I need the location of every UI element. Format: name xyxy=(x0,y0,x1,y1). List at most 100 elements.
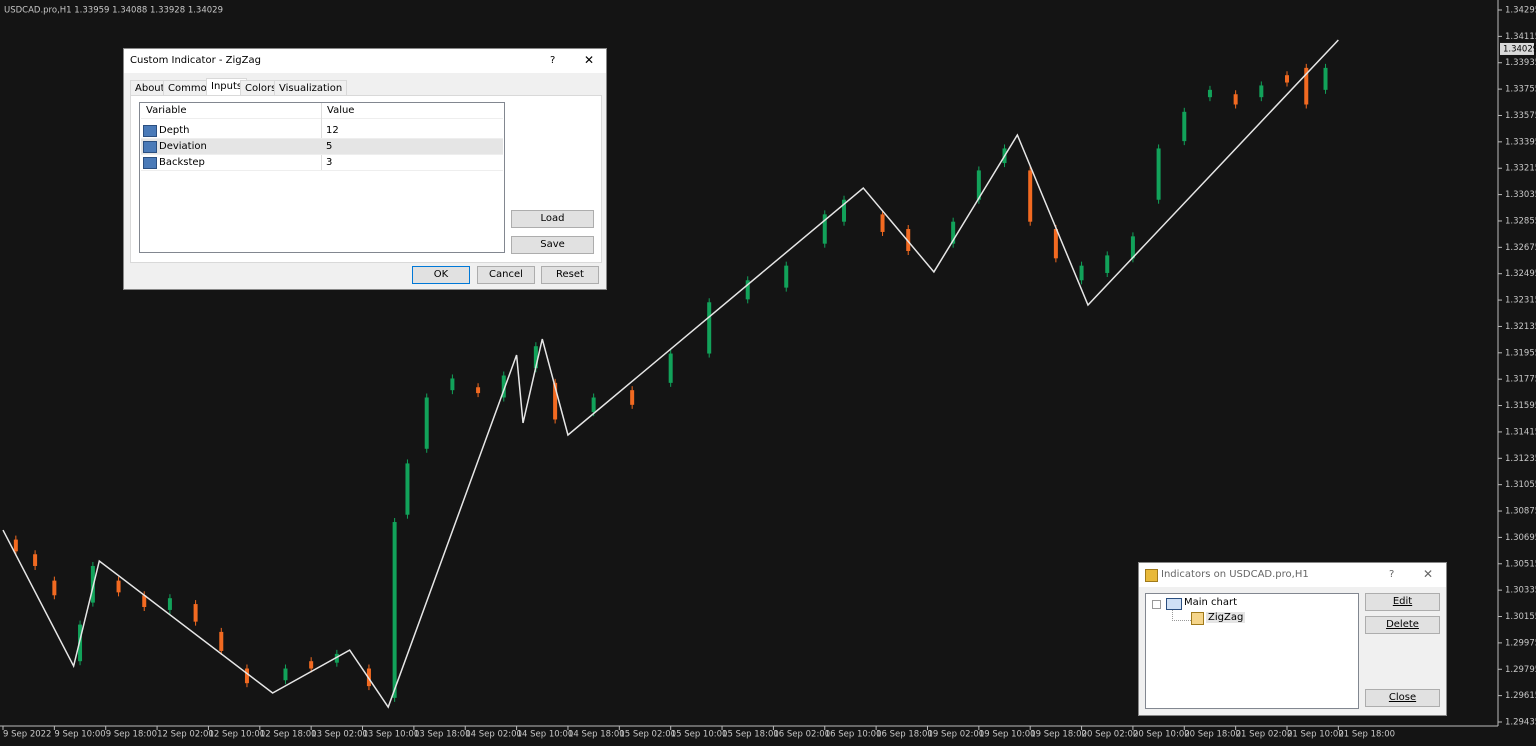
y-tick-label: 1.32135 xyxy=(1505,322,1536,332)
y-tick-label: 1.29615 xyxy=(1505,691,1536,701)
close-button[interactable]: ✕ xyxy=(584,53,594,67)
candle-body xyxy=(245,669,249,684)
x-tick-label: 12 Sep 02:00 xyxy=(157,730,214,740)
x-tick-label: 9 Sep 18:00 xyxy=(106,730,157,740)
y-tick-label: 1.33395 xyxy=(1505,137,1536,147)
tab[interactable]: Visualization xyxy=(274,80,347,96)
y-tick-label: 1.34295 xyxy=(1505,6,1536,16)
y-tick-label: 1.29795 xyxy=(1505,665,1536,675)
x-tick-label: 9 Sep 2022 xyxy=(3,730,51,740)
reset-button[interactable]: Reset xyxy=(541,266,599,284)
close-button[interactable]: ✕ xyxy=(1423,567,1433,581)
candle-body xyxy=(1182,112,1186,141)
x-tick-label: 21 Sep 18:00 xyxy=(1338,730,1395,740)
x-tick-label: 12 Sep 18:00 xyxy=(260,730,317,740)
x-tick-label: 15 Sep 02:00 xyxy=(619,730,676,740)
cell: Backstep xyxy=(159,155,205,170)
candle-body xyxy=(1324,68,1328,90)
table-row[interactable]: Depth 12 xyxy=(141,123,503,139)
y-tick-label: 1.30335 xyxy=(1505,586,1536,596)
param-icon xyxy=(143,125,157,137)
y-tick-label: 1.31595 xyxy=(1505,401,1536,411)
y-tick-label: 1.29435 xyxy=(1505,718,1536,728)
y-tick-label: 1.31235 xyxy=(1505,454,1536,464)
candle-body xyxy=(425,397,429,448)
candle-body xyxy=(881,214,885,232)
candle-body xyxy=(393,522,397,698)
y-tick-label: 1.29975 xyxy=(1505,638,1536,648)
table-header: Variable Value xyxy=(141,103,503,119)
x-tick-label: 14 Sep 10:00 xyxy=(517,730,574,740)
y-tick-label: 1.31955 xyxy=(1505,348,1536,358)
x-tick-label: 15 Sep 18:00 xyxy=(722,730,779,740)
close-window-button[interactable]: Close xyxy=(1365,689,1440,707)
help-button[interactable]: ? xyxy=(550,55,555,66)
param-icon xyxy=(143,141,157,153)
table-row[interactable]: Backstep 3 xyxy=(141,155,503,171)
load-button[interactable]: Load xyxy=(511,210,594,228)
save-button[interactable]: Save xyxy=(511,236,594,254)
candle-body xyxy=(283,669,287,681)
candle-body xyxy=(168,598,172,610)
cell: Depth xyxy=(159,123,189,138)
candle-body xyxy=(14,540,18,552)
indicator-icon xyxy=(1191,612,1204,625)
tab-panel: Variable Value Depth 12 Deviation 5 Back… xyxy=(130,95,602,263)
cancel-button[interactable]: Cancel xyxy=(477,266,535,284)
y-tick-label: 1.30695 xyxy=(1505,533,1536,543)
candle-body xyxy=(1105,255,1109,273)
candle-body xyxy=(1028,170,1032,221)
x-tick-label: 14 Sep 02:00 xyxy=(465,730,522,740)
candle-body xyxy=(52,581,56,596)
y-tick-label: 1.33755 xyxy=(1505,85,1536,95)
candle-body xyxy=(669,354,673,383)
tree-item[interactable]: ZigZag xyxy=(1206,612,1245,623)
x-tick-label: 19 Sep 10:00 xyxy=(979,730,1036,740)
last-price-label: 1.34029 xyxy=(1503,44,1536,54)
indicators-window: Indicators on USDCAD.pro,H1 ? ✕ Main cha… xyxy=(1138,562,1447,716)
y-tick-label: 1.34115 xyxy=(1505,32,1536,42)
y-tick-label: 1.32315 xyxy=(1505,296,1536,306)
candle-body xyxy=(117,581,121,593)
chart-title: USDCAD.pro,H1 1.33959 1.34088 1.33928 1.… xyxy=(4,6,223,16)
x-tick-label: 20 Sep 18:00 xyxy=(1184,730,1241,740)
tree-line xyxy=(1172,610,1191,621)
x-tick-label: 14 Sep 18:00 xyxy=(568,730,625,740)
candle-body xyxy=(592,397,596,412)
candle-body xyxy=(405,463,409,514)
candle-body xyxy=(1285,75,1289,82)
candle-body xyxy=(630,390,634,405)
x-tick-label: 16 Sep 10:00 xyxy=(825,730,882,740)
x-tick-label: 16 Sep 02:00 xyxy=(773,730,830,740)
x-tick-label: 19 Sep 18:00 xyxy=(1030,730,1087,740)
dialog-title: Custom Indicator - ZigZag xyxy=(130,55,261,66)
candle-body xyxy=(450,378,454,390)
candle-body xyxy=(194,604,198,622)
y-tick-label: 1.30155 xyxy=(1505,612,1536,622)
y-tick-label: 1.33575 xyxy=(1505,111,1536,121)
y-tick-label: 1.30515 xyxy=(1505,559,1536,569)
x-tick-label: 20 Sep 10:00 xyxy=(1133,730,1190,740)
candle-body xyxy=(1259,85,1263,97)
ok-button[interactable]: OK xyxy=(412,266,470,284)
table-row[interactable]: Deviation 5 xyxy=(141,139,503,155)
indicator-tree: Main chart ZigZag xyxy=(1145,593,1359,709)
x-tick-label: 12 Sep 10:00 xyxy=(208,730,265,740)
candle-body xyxy=(784,266,788,288)
x-tick-label: 13 Sep 02:00 xyxy=(311,730,368,740)
y-tick-label: 1.33035 xyxy=(1505,190,1536,200)
candle-body xyxy=(219,632,223,651)
x-tick-label: 16 Sep 18:00 xyxy=(876,730,933,740)
candle-body xyxy=(707,302,711,353)
edit-button[interactable]: Edit xyxy=(1365,593,1440,611)
candle-body xyxy=(309,661,313,668)
help-button[interactable]: ? xyxy=(1389,569,1394,580)
y-tick-label: 1.32675 xyxy=(1505,243,1536,253)
y-tick-label: 1.31775 xyxy=(1505,375,1536,385)
delete-button[interactable]: Delete xyxy=(1365,616,1440,634)
tree-root[interactable]: Main chart xyxy=(1184,597,1237,608)
y-tick-label: 1.31415 xyxy=(1505,427,1536,437)
tree-toggle[interactable] xyxy=(1152,600,1161,609)
candle-body xyxy=(476,387,480,393)
window-title: Indicators on USDCAD.pro,H1 xyxy=(1161,569,1309,580)
